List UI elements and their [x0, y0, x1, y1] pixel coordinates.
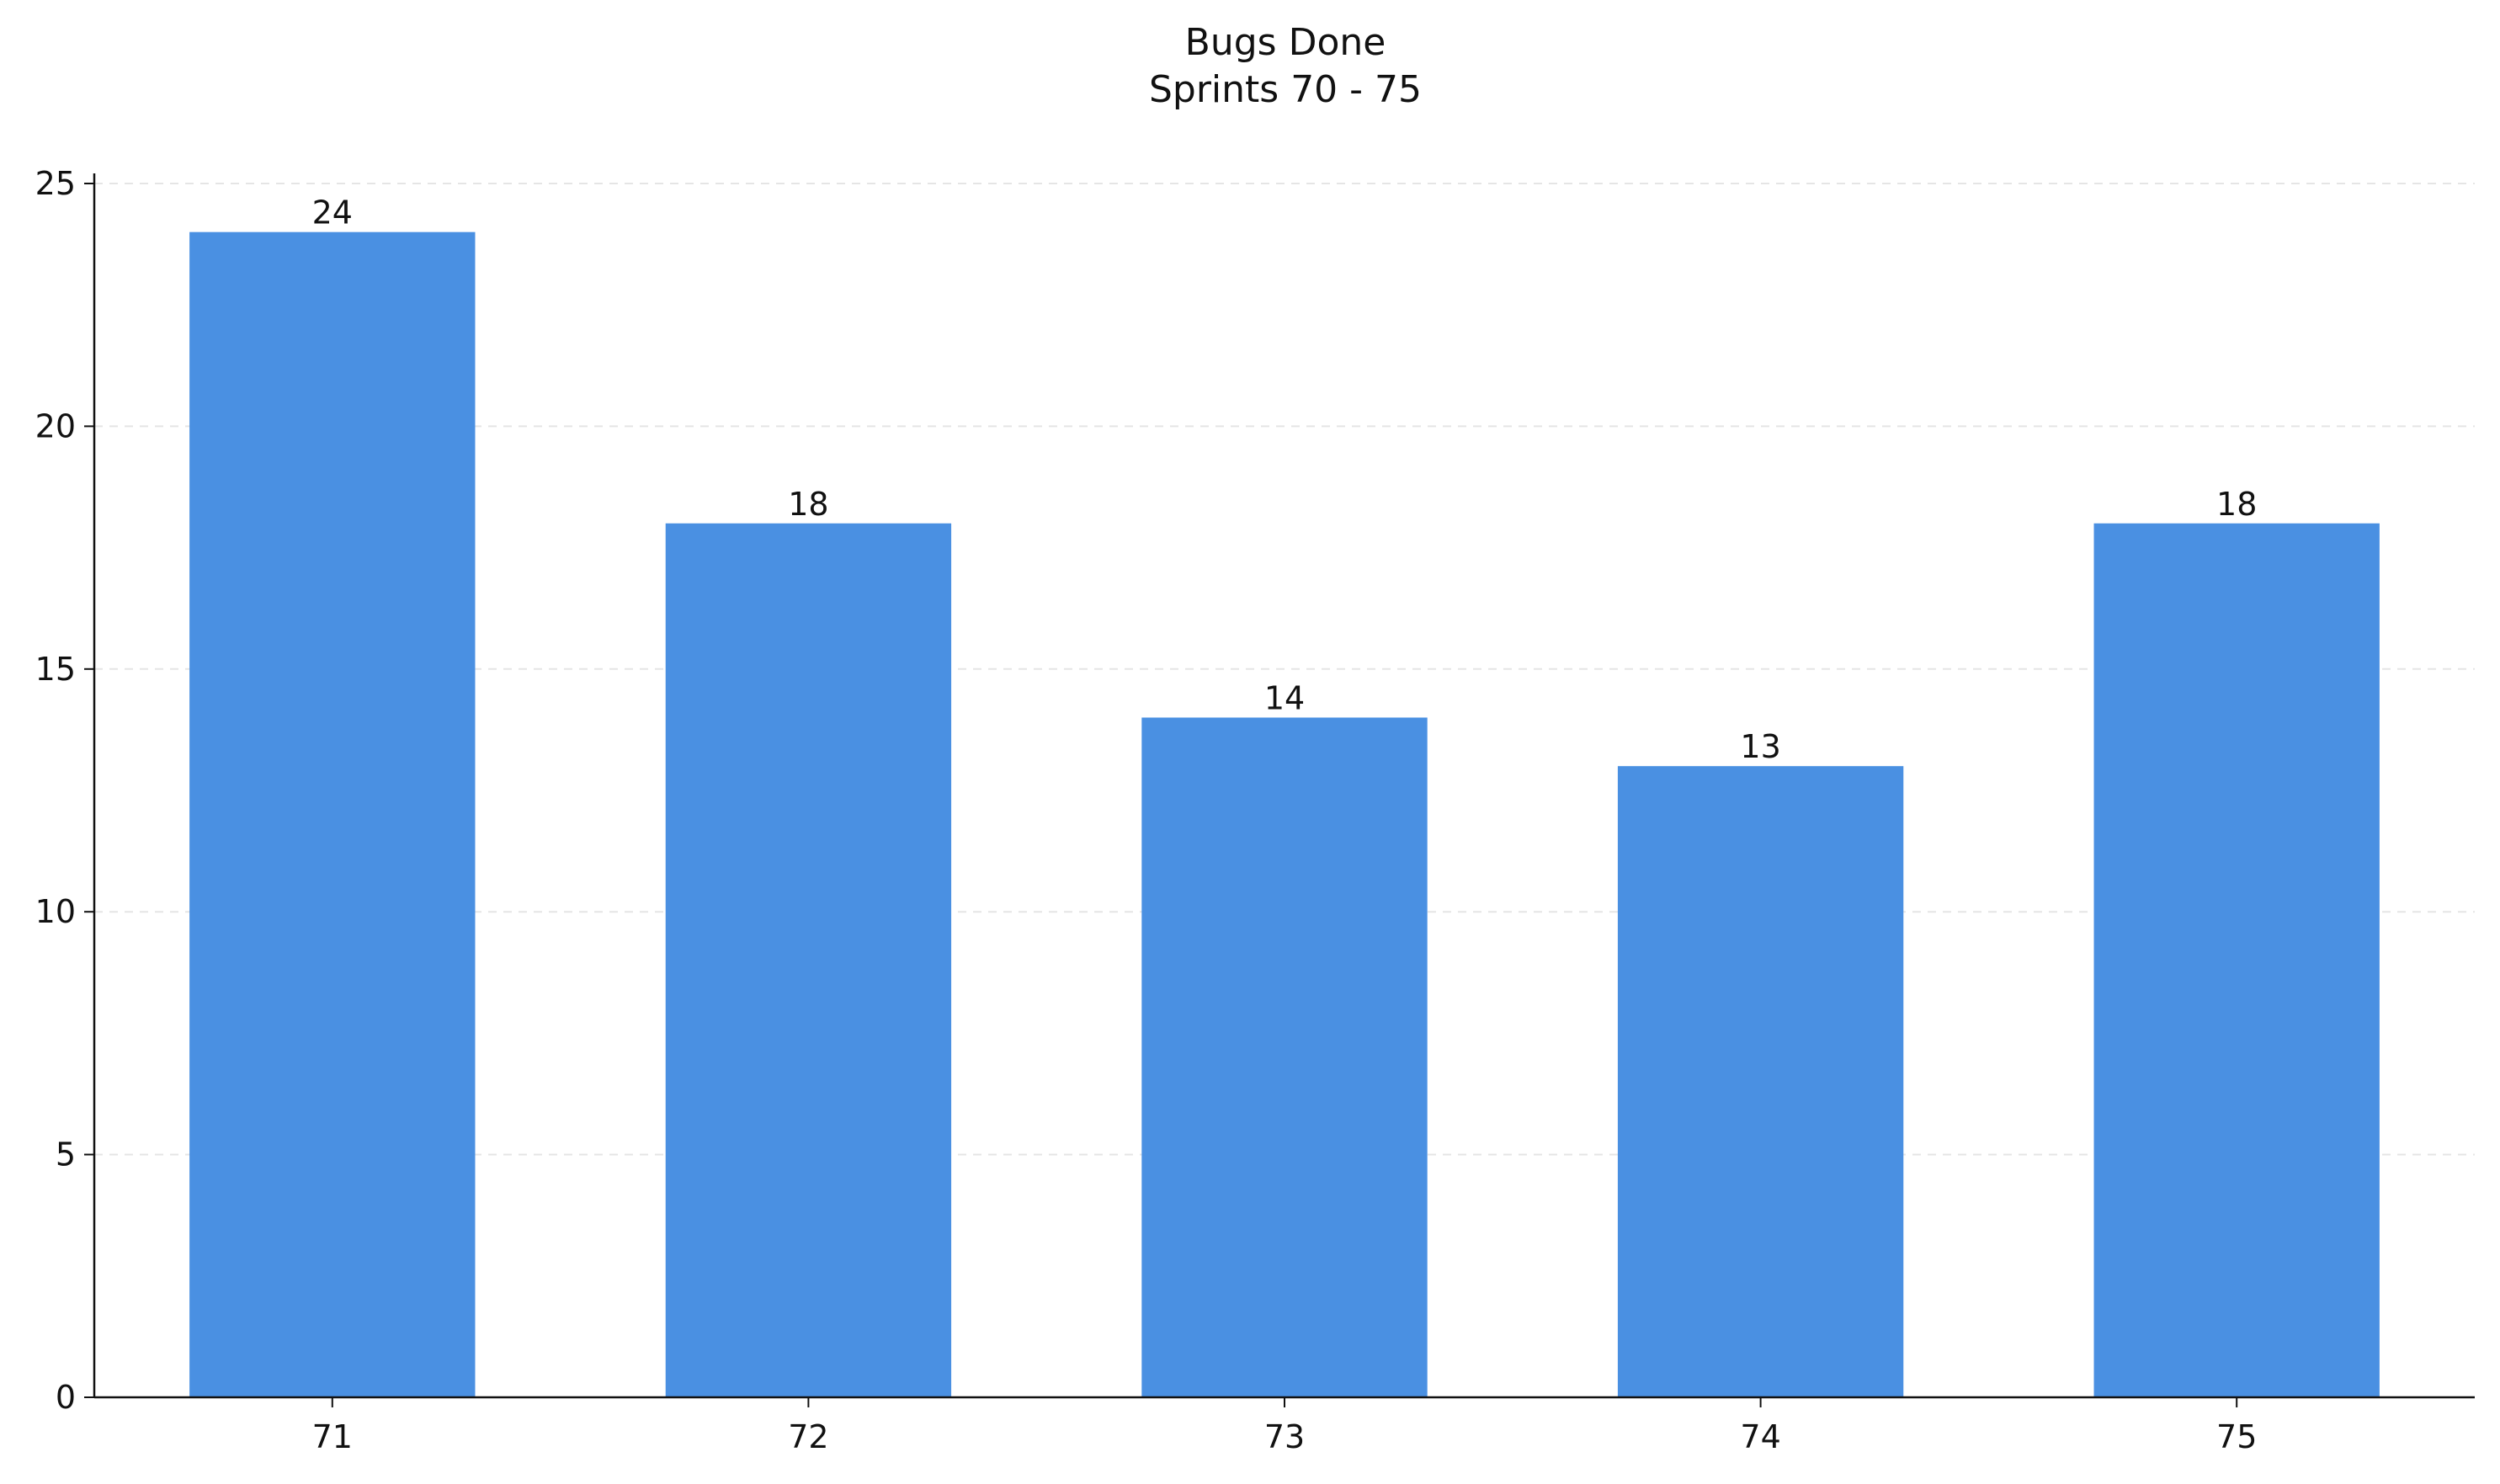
- data-label: 18: [788, 486, 828, 523]
- chart-title: Bugs Done: [1185, 21, 1386, 64]
- data-label: 14: [1264, 679, 1305, 716]
- y-tick-label: 10: [35, 893, 76, 930]
- bar: [1141, 717, 1428, 1397]
- x-tick-label: 73: [1264, 1418, 1305, 1455]
- y-tick-label: 0: [56, 1379, 76, 1416]
- y-tick-label: 25: [35, 165, 76, 202]
- x-tick-label: 75: [2216, 1418, 2257, 1455]
- bar: [1617, 766, 1904, 1397]
- bars: [189, 231, 2380, 1398]
- bar: [2093, 523, 2380, 1397]
- data-labels: 24 18 14 13 18: [312, 194, 2258, 765]
- y-tick-label: 20: [35, 407, 76, 444]
- bar: [665, 523, 952, 1397]
- x-tick-label: 72: [788, 1418, 828, 1455]
- data-label: 24: [312, 194, 353, 231]
- axes: 71 72 73 74 75 0 5 10 15 20 25: [35, 165, 2475, 1455]
- x-tick-label: 71: [312, 1418, 353, 1455]
- y-tick-label: 15: [35, 651, 76, 688]
- chart-subtitle: Sprints 70 - 75: [1149, 68, 1422, 111]
- y-tick-label: 5: [56, 1136, 76, 1173]
- data-label: 13: [1740, 728, 1780, 765]
- data-label: 18: [2216, 486, 2257, 523]
- x-tick-label: 74: [1740, 1418, 1780, 1455]
- bar: [189, 231, 476, 1398]
